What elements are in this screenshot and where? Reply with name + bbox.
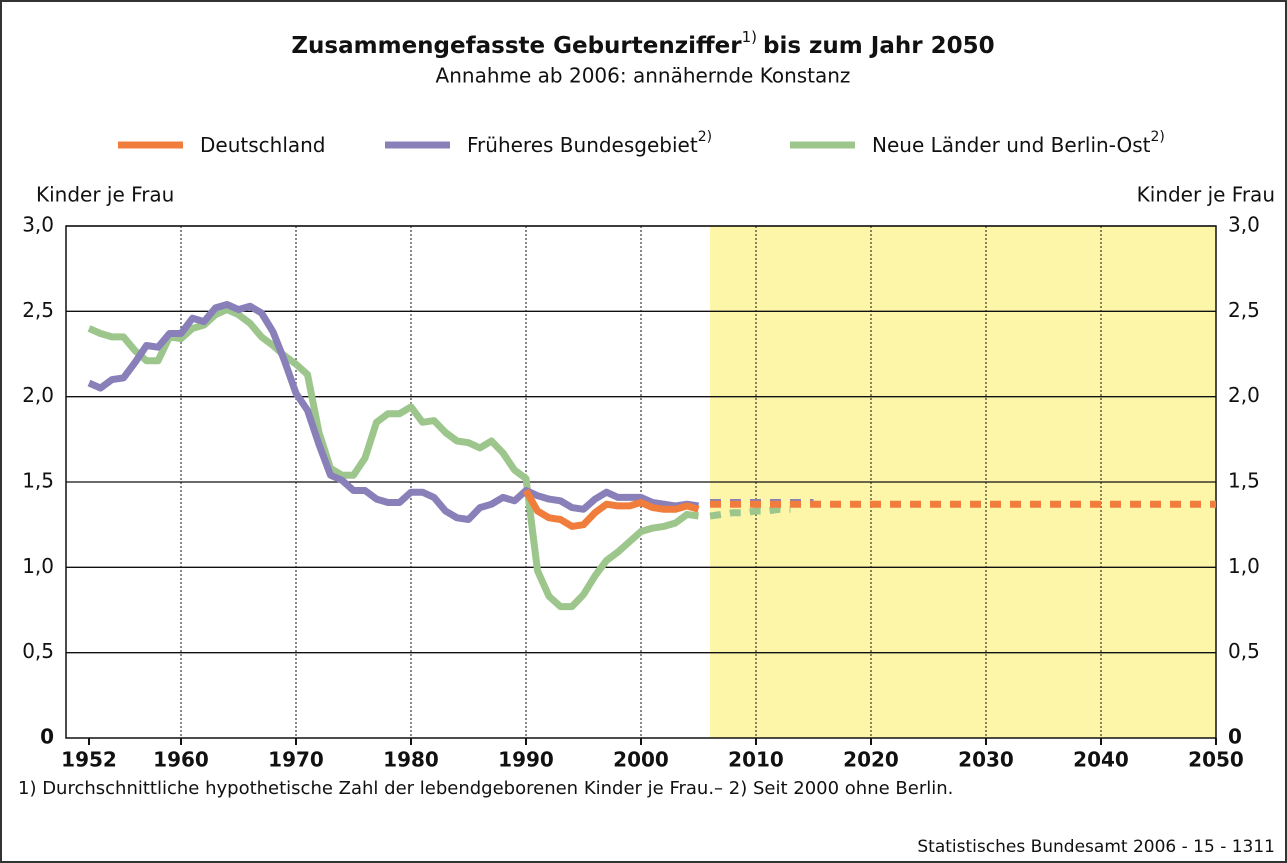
title-note: 1) [742,28,757,46]
y2-tick-label: 2,5 [1228,298,1260,322]
y2-tick-label: 2,0 [1228,383,1260,407]
y-tick-label: 0,5 [22,639,54,663]
legend-name: Neue Länder und Berlin-Ost [872,133,1151,157]
y-tick-label: 0 [40,725,54,749]
source: Statistisches Bundesamt 2006 - 15 - 1311 [917,837,1275,857]
x-tick-label: 1960 [153,748,209,772]
legend-label: Neue Länder und Berlin-Ost2) [872,129,1165,157]
y-axis-label: Kinder je Frau [36,183,174,207]
x-tick-label: 1990 [498,748,554,772]
y2-tick-label: 0,5 [1228,639,1260,663]
series-line [522,488,700,530]
legend-name: Deutschland [200,133,326,157]
y-tick-label: 2,0 [22,383,54,407]
y-tick-label: 1,5 [22,469,54,493]
x-tick-label: 1980 [383,748,439,772]
x-tick-label: 2050 [1188,748,1244,772]
subtitle: Annahme ab 2006: annähernde Konstanz [436,64,851,88]
y-tick-label: 1,0 [22,554,54,578]
legend-label: Deutschland [200,133,326,157]
chart-title: Zusammengefasste Geburtenziffer1) bis zum… [291,28,994,59]
plot-border [65,225,1217,739]
title-main: Zusammengefasste Geburtenziffer [291,33,742,59]
x-tick-label: 2000 [613,748,669,772]
legend-note: 2) [698,129,712,145]
x-tick-label: 2020 [843,748,899,772]
y2-tick-label: 1,0 [1228,554,1260,578]
legend-note: 2) [1150,129,1164,145]
x-tick-label: 1952 [61,748,117,772]
series-line [87,306,700,611]
projection-line [709,505,791,520]
y-tick-label: 2,5 [22,298,54,322]
x-tick-label: 2030 [958,748,1014,772]
x-tick-label: 2010 [728,748,784,772]
footnote: 1) Durchschnittliche hypothetische Zahl … [18,778,953,799]
y2-tick-label: 0 [1228,725,1242,749]
y-tick-label: 3,0 [22,213,54,237]
legend-name: Früheres Bundesgebiet [467,133,698,157]
title-end: bis zum Jahr 2050 [763,33,995,59]
x-tick-label: 1970 [268,748,324,772]
legend-label: Früheres Bundesgebiet2) [467,129,712,157]
y2-tick-label: 3,0 [1228,213,1260,237]
series-line [87,301,700,523]
y2-axis-label: Kinder je Frau [1137,183,1275,207]
x-tick-label: 2040 [1073,748,1129,772]
y2-tick-label: 1,5 [1228,469,1260,493]
